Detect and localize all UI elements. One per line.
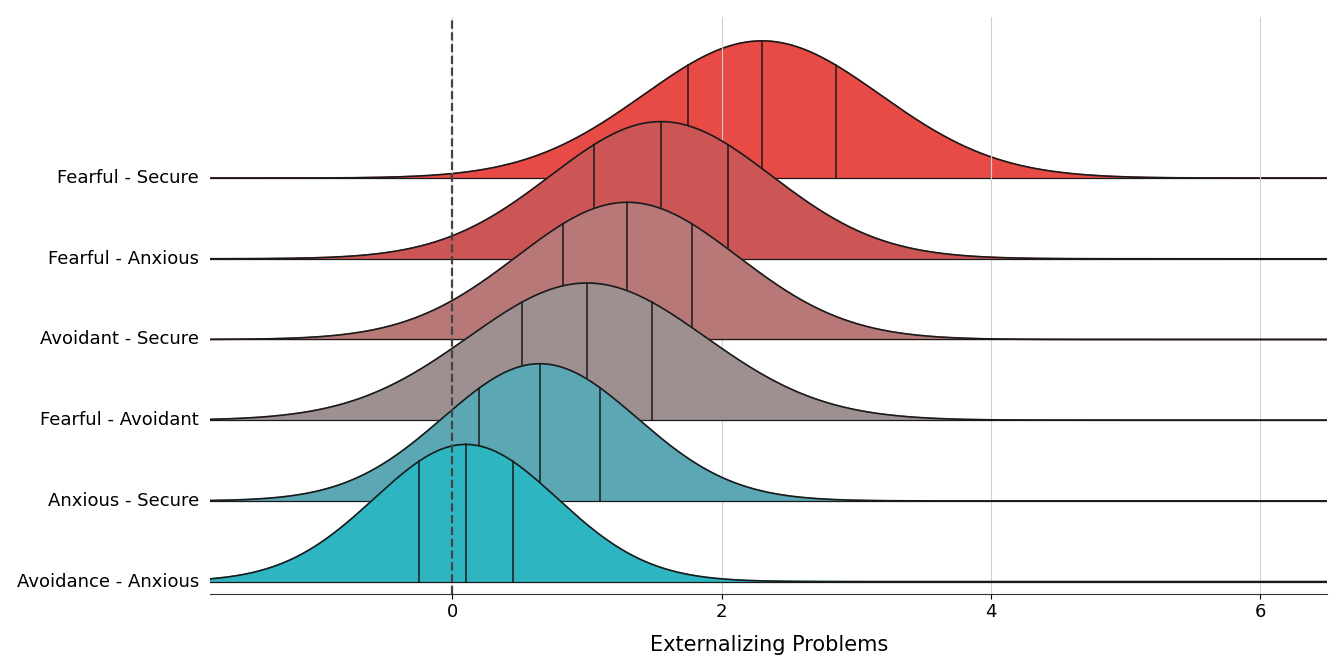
Polygon shape	[210, 444, 1328, 582]
Polygon shape	[210, 202, 1328, 339]
Polygon shape	[210, 364, 1328, 501]
Polygon shape	[210, 122, 1328, 259]
Polygon shape	[210, 283, 1328, 420]
X-axis label: Externalizing Problems: Externalizing Problems	[649, 635, 888, 655]
Polygon shape	[210, 41, 1328, 178]
